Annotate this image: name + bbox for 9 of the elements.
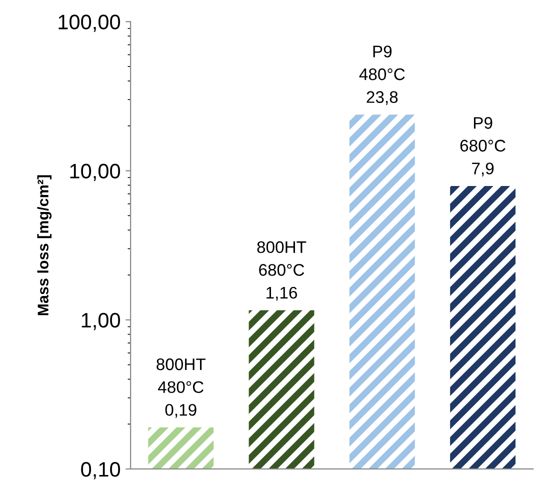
data-label: P9 680°C 7,9 — [460, 117, 506, 176]
y-tick-label: 100,00 — [58, 14, 120, 32]
data-label: P9 480°C 23,8 — [359, 46, 405, 105]
y-axis-title: Mass loss [mg/cm²] — [37, 175, 52, 316]
data-label: 800HT 680°C 1,16 — [257, 241, 306, 301]
data-label: 800HT 480°C 0,19 — [156, 358, 206, 418]
y-tick-label: 0,10 — [81, 462, 120, 480]
y-tick-label: 1,00 — [82, 312, 120, 330]
y-tick-label: 10,00 — [70, 164, 120, 181]
